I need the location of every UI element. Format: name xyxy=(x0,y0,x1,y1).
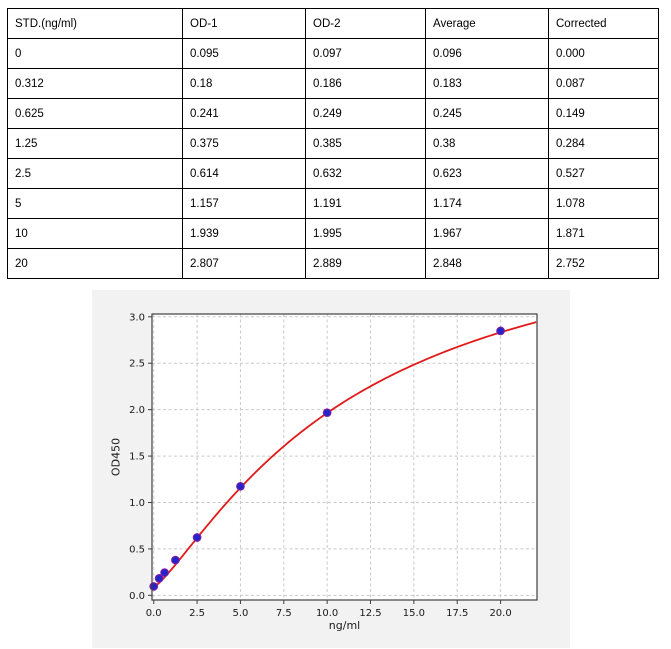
table-cell: 1.191 xyxy=(305,188,426,219)
table-row: 0.312 0.18 0.186 0.183 0.087 xyxy=(7,68,659,99)
table-cell: 0.000 xyxy=(548,38,659,69)
data-point xyxy=(192,533,202,542)
data-point xyxy=(154,574,164,583)
table-cell: 0.241 xyxy=(182,98,306,129)
table-row: 2.5 0.614 0.632 0.623 0.527 xyxy=(7,158,659,189)
table-cell: 0.614 xyxy=(182,158,306,189)
y-tick-label: 0.5 xyxy=(129,544,145,555)
table-cell: 0.623 xyxy=(425,158,549,189)
table-cell: 1.939 xyxy=(182,218,306,249)
table-header-cell: OD-1 xyxy=(182,8,306,39)
data-point xyxy=(149,582,159,591)
table-cell: 0.625 xyxy=(7,98,183,129)
table-cell: 0.284 xyxy=(548,128,659,159)
table-cell: 1.967 xyxy=(425,218,549,249)
table-cell: 0.385 xyxy=(305,128,426,159)
x-tick-label: 5.0 xyxy=(232,608,248,619)
y-tick-label: 1.5 xyxy=(129,452,145,463)
table-header-cell: STD.(ng/ml) xyxy=(7,8,183,39)
table-cell: 0.097 xyxy=(305,38,426,69)
table-cell: 10 xyxy=(7,218,183,249)
table-cell: 0.18 xyxy=(182,68,306,99)
data-point xyxy=(171,555,180,565)
data-point xyxy=(496,326,505,336)
axes-spines xyxy=(151,313,538,601)
table-cell: 0.096 xyxy=(425,38,549,69)
x-axis-label: ng/ml xyxy=(328,619,361,632)
table-header-cell: Corrected xyxy=(548,8,659,39)
table-cell: 0.183 xyxy=(425,68,549,99)
table-cell: 0.38 xyxy=(425,128,549,159)
table-row: 5 1.157 1.191 1.174 1.078 xyxy=(7,188,659,219)
table-header-row: STD.(ng/ml) OD-1 OD-2 Average Corrected xyxy=(7,8,659,39)
table-cell: 2.889 xyxy=(305,248,426,279)
table-cell: 0.249 xyxy=(305,98,426,129)
table-row: 0 0.095 0.097 0.096 0.000 xyxy=(7,38,659,69)
table-cell: 5 xyxy=(7,188,183,219)
y-axis-label: OD450 xyxy=(109,437,123,477)
table-cell: 20 xyxy=(7,248,183,279)
data-point xyxy=(322,408,332,418)
table-cell: 0.149 xyxy=(548,98,659,129)
table-cell: 2.848 xyxy=(425,248,549,279)
data-point xyxy=(160,568,169,577)
table-body: 0 0.095 0.097 0.096 0.000 0.312 0.18 0.186 0.183… xyxy=(7,38,659,279)
y-tick-label: 1.0 xyxy=(129,498,145,509)
table-cell: 0.632 xyxy=(305,158,426,189)
plot-background xyxy=(152,314,537,600)
table-cell: 1.25 xyxy=(7,128,183,159)
table-cell: 0 xyxy=(7,38,183,69)
table-cell: 0.087 xyxy=(548,68,659,99)
table-cell: 0.095 xyxy=(182,38,306,69)
x-tick-label: 12.5 xyxy=(359,608,381,619)
x-tick-label: 15.0 xyxy=(403,608,425,619)
table-cell: 1.157 xyxy=(182,188,306,219)
x-tick-label: 0.0 xyxy=(146,608,162,619)
x-tick-label: 17.5 xyxy=(446,608,468,619)
table-row: 0.625 0.241 0.249 0.245 0.149 xyxy=(7,98,659,129)
table-row: 10 1.939 1.995 1.967 1.871 xyxy=(7,218,659,249)
y-tick-label: 2.5 xyxy=(129,359,145,370)
table-row: 20 2.807 2.889 2.848 2.752 xyxy=(7,248,659,279)
x-tick-label: 2.5 xyxy=(189,608,205,619)
x-tick-label: 20.0 xyxy=(489,608,511,619)
y-tick-label: 3.0 xyxy=(129,312,145,323)
table-cell: 0.245 xyxy=(425,98,549,129)
table-cell: 1.871 xyxy=(548,218,659,249)
standard-curve-figure: 0.0 2.5 5.0 7.5 10.0 12.5 15.0 17.5 20.0 0.0 0.5 1.… xyxy=(92,290,570,648)
table-cell: 1.174 xyxy=(425,188,549,219)
x-tick-label: 7.5 xyxy=(276,608,292,619)
y-tick-label: 0.0 xyxy=(129,591,145,602)
table-row: 1.25 0.375 0.385 0.38 0.284 xyxy=(7,128,659,159)
table-cell: 0.375 xyxy=(182,128,306,159)
table-cell: 0.312 xyxy=(7,68,183,99)
table-cell: 2.807 xyxy=(182,248,306,279)
x-tick-label: 10.0 xyxy=(316,608,338,619)
table-header-cell: Average xyxy=(425,8,549,39)
table-head: STD.(ng/ml) OD-1 OD-2 Average Corrected xyxy=(7,8,659,39)
standard-curve-plot-area: 0.0 2.5 5.0 7.5 10.0 12.5 15.0 17.5 20.0 0.0 0.5 1.… xyxy=(92,290,570,649)
y-tick-label: 2.0 xyxy=(129,405,145,416)
table-cell: 1.995 xyxy=(305,218,426,249)
standard-curve-chart: 0.0 2.5 5.0 7.5 10.0 12.5 15.0 17.5 20.0 0.0 0.5 1.… xyxy=(129,312,538,619)
table-cell: 1.078 xyxy=(548,188,659,219)
table-header-cell: OD-2 xyxy=(305,8,426,39)
table-cell: 2.5 xyxy=(7,158,183,189)
data-point xyxy=(236,481,245,491)
table-cell: 2.752 xyxy=(548,248,659,279)
table-cell: 0.186 xyxy=(305,68,426,99)
table-cell: 0.527 xyxy=(548,158,659,189)
fitted-curve xyxy=(153,321,537,588)
standard-data-table: STD.(ng/ml) OD-1 OD-2 Average Corrected 0 0.0… xyxy=(7,8,659,279)
